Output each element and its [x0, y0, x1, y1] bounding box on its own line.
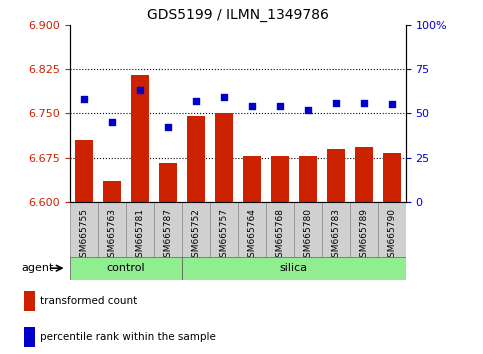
- Bar: [350, 202, 378, 257]
- Bar: [322, 202, 350, 257]
- Bar: [159, 164, 177, 202]
- Bar: [24, 327, 35, 347]
- Text: GSM665755: GSM665755: [80, 209, 88, 263]
- Text: agent: agent: [21, 263, 54, 273]
- Text: GSM665789: GSM665789: [359, 209, 368, 263]
- Bar: [126, 202, 154, 257]
- Text: GSM665790: GSM665790: [387, 209, 396, 263]
- Text: GSM665780: GSM665780: [303, 209, 313, 263]
- Point: [164, 125, 172, 130]
- Point: [388, 102, 396, 107]
- Text: silica: silica: [280, 263, 308, 273]
- Text: GSM665783: GSM665783: [331, 209, 341, 263]
- Bar: [131, 75, 149, 202]
- Bar: [182, 202, 210, 257]
- Bar: [70, 257, 182, 280]
- Point: [80, 96, 88, 102]
- Bar: [187, 116, 205, 202]
- Bar: [215, 113, 233, 202]
- Bar: [298, 156, 317, 202]
- Text: percentile rank within the sample: percentile rank within the sample: [40, 332, 216, 342]
- Text: GSM665787: GSM665787: [163, 209, 172, 263]
- Point: [136, 87, 144, 93]
- Bar: [327, 149, 345, 202]
- Bar: [103, 181, 121, 202]
- Bar: [238, 202, 266, 257]
- Title: GDS5199 / ILMN_1349786: GDS5199 / ILMN_1349786: [147, 8, 329, 22]
- Bar: [378, 202, 406, 257]
- Point: [360, 100, 368, 105]
- Bar: [294, 202, 322, 257]
- Bar: [182, 257, 406, 280]
- Point: [304, 107, 312, 113]
- Bar: [210, 202, 238, 257]
- Bar: [154, 202, 182, 257]
- Bar: [70, 202, 98, 257]
- Point: [332, 100, 340, 105]
- Text: control: control: [107, 263, 145, 273]
- Point: [248, 103, 256, 109]
- Text: GSM665781: GSM665781: [135, 209, 144, 263]
- Text: GSM665764: GSM665764: [247, 209, 256, 263]
- Point: [276, 103, 284, 109]
- Bar: [383, 153, 401, 202]
- Bar: [355, 147, 373, 202]
- Bar: [24, 291, 35, 312]
- Point: [220, 95, 228, 100]
- Text: GSM665757: GSM665757: [219, 209, 228, 263]
- Text: GSM665763: GSM665763: [108, 209, 116, 263]
- Text: GSM665752: GSM665752: [191, 209, 200, 263]
- Bar: [271, 156, 289, 202]
- Point: [192, 98, 200, 104]
- Point: [108, 119, 116, 125]
- Bar: [75, 140, 93, 202]
- Bar: [243, 156, 261, 202]
- Text: transformed count: transformed count: [40, 296, 137, 306]
- Text: GSM665768: GSM665768: [275, 209, 284, 263]
- Bar: [98, 202, 126, 257]
- Bar: [266, 202, 294, 257]
